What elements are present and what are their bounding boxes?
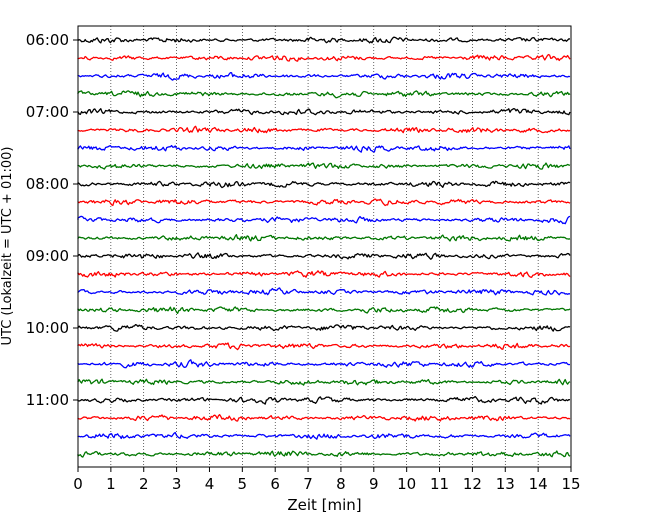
trace-16 [77,323,571,332]
trace-15 [77,306,571,314]
trace-21 [77,413,571,422]
trace-23 [77,450,571,458]
x-tick-label-10: 10 [397,475,416,493]
trace-10 [77,215,571,225]
x-tick-label-7: 7 [303,475,313,493]
x-axis: 0 1 2 3 4 5 6 7 8 9 10 11 12 13 14 15 [73,467,581,493]
x-tick-label-5: 5 [238,475,248,493]
x-tick-label-9: 9 [369,475,379,493]
trace-2 [77,72,571,81]
y-tick-label-10:00: 10:00 [26,319,69,337]
y-tick-label-07:00: 07:00 [26,103,69,121]
x-tick-label-3: 3 [172,475,182,493]
trace-13 [77,270,571,278]
x-tick-label-13: 13 [496,475,515,493]
y-tick-label-11:00: 11:00 [26,391,69,409]
x-tick-label-6: 6 [270,475,280,493]
y-tick-label-09:00: 09:00 [26,247,69,265]
trace-5 [77,125,571,134]
trace-1 [77,53,571,62]
x-tick-label-14: 14 [529,475,548,493]
x-tick-label-1: 1 [106,475,116,493]
trace-12 [77,252,571,260]
trace-4 [77,108,571,116]
y-tick-label-06:00: 06:00 [26,31,69,49]
trace-11 [77,234,571,242]
y-axis-label: UTC (Lokalzeit = UTC + 01:00) [0,147,15,346]
trace-20 [77,395,571,405]
trace-22 [77,431,571,440]
seismic-traces [77,36,571,458]
x-tick-label-12: 12 [463,475,482,493]
trace-9 [77,198,571,207]
x-tick-label-15: 15 [561,475,580,493]
trace-18 [77,359,571,369]
y-axis: 06:00 07:00 08:00 09:00 10:00 11:00 [26,31,78,409]
trace-7 [77,162,571,170]
trace-0 [77,36,571,44]
trace-8 [77,180,571,189]
trace-19 [77,378,571,386]
y-tick-label-08:00: 08:00 [26,175,69,193]
trace-14 [77,287,571,296]
x-tick-label-2: 2 [139,475,149,493]
x-tick-label-4: 4 [205,475,215,493]
x-tick-label-8: 8 [336,475,346,493]
x-tick-label-0: 0 [73,475,83,493]
trace-6 [77,144,571,153]
x-tick-label-11: 11 [430,475,449,493]
trace-3 [77,90,571,99]
plot-frame [77,25,572,468]
trace-17 [77,342,571,351]
x-axis-label: Zeit [min] [287,496,361,514]
